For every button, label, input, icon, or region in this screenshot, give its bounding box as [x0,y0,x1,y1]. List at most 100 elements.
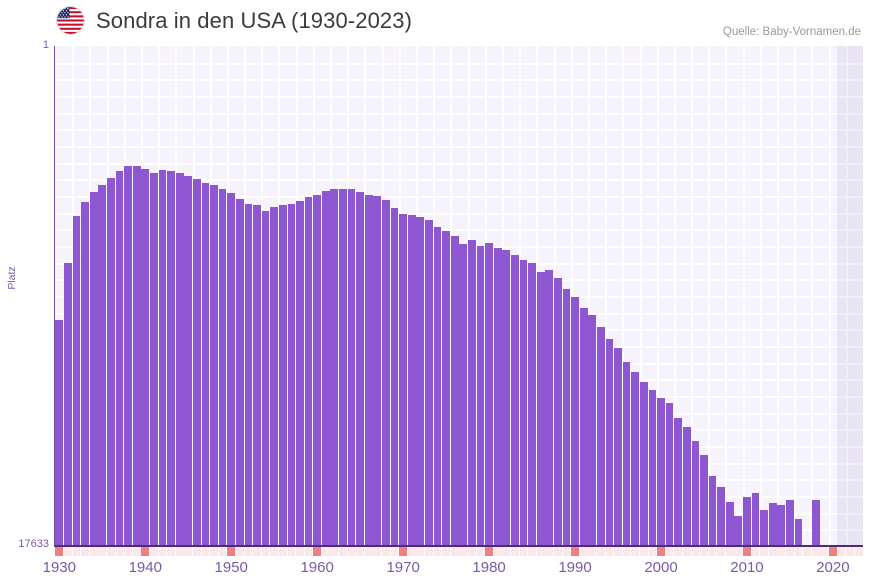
chart-bar[interactable] [648,390,657,546]
chart-bar[interactable] [665,403,674,546]
chart-bar[interactable] [399,214,407,546]
chart-bar[interactable] [605,339,614,546]
chart-bar[interactable] [81,202,89,546]
chart-bar[interactable] [459,244,468,546]
chart-bar[interactable] [158,170,167,546]
chart-bar[interactable] [493,248,502,546]
chart-bar[interactable] [545,270,554,546]
chart-bar[interactable] [330,189,339,546]
x-axis-tick-major [399,547,407,556]
chart-bar[interactable] [725,502,734,546]
chart-bar[interactable] [691,441,700,546]
chart-bar[interactable] [433,227,442,546]
chart-bar[interactable] [536,272,545,546]
chart-bar[interactable] [485,243,493,546]
chart-bar[interactable] [296,201,304,546]
chart-bar[interactable] [210,185,218,546]
chart-bar[interactable] [55,320,64,546]
chart-bar[interactable] [700,455,708,546]
chart-bar[interactable] [218,189,227,546]
chart-bar[interactable] [382,200,390,546]
x-axis-tick-label: 1940 [128,559,162,576]
chart-bar[interactable] [579,308,588,546]
chart-bar[interactable] [502,250,511,546]
chart-bar[interactable] [639,382,648,546]
chart-bar[interactable] [253,205,261,546]
chart-bar[interactable] [657,398,665,546]
chart-bar[interactable] [244,204,253,546]
chart-bar[interactable] [149,173,158,546]
x-axis-tick-label: 1930 [42,559,76,576]
chart-bar[interactable] [347,189,356,546]
chart-bar[interactable] [631,372,640,546]
chart-bar[interactable] [425,220,433,546]
chart-bar[interactable] [476,246,485,546]
chart-bar[interactable] [562,289,571,546]
chart-bar[interactable] [519,260,528,546]
chart-bar[interactable] [777,505,786,546]
chart-bar[interactable] [89,192,98,546]
chart-bar[interactable] [339,189,347,546]
chart-bar[interactable] [743,497,751,546]
chart-bar[interactable] [751,493,760,546]
chart-bar[interactable] [287,204,296,546]
chart-bar[interactable] [674,418,683,546]
chart-bar[interactable] [760,510,768,546]
x-axis-tick-minor [192,547,201,556]
chart-bar[interactable] [596,327,605,546]
chart-bar[interactable] [141,169,150,546]
chart-bar[interactable] [588,315,597,546]
chart-bar[interactable] [270,207,279,546]
chart-bar[interactable] [373,196,382,546]
chart-bar[interactable] [115,171,124,546]
chart-bar[interactable] [708,476,717,546]
chart-bar[interactable] [64,263,72,546]
chart-bar[interactable] [175,173,184,546]
x-axis-tick-major [485,547,493,556]
chart-bar[interactable] [553,278,562,546]
chart-bar[interactable] [468,240,476,546]
chart-bar[interactable] [72,216,81,546]
chart-bar[interactable] [511,255,519,546]
chart-bar[interactable] [786,500,794,546]
chart-bar[interactable] [390,208,399,546]
x-axis-tick-minor [356,547,364,556]
chart-bar[interactable] [768,503,777,546]
x-axis-tick-minor [390,547,399,556]
chart-bar[interactable] [364,195,373,546]
chart-bar[interactable] [682,427,691,546]
chart-bar[interactable] [235,199,244,546]
chart-bar[interactable] [717,487,726,546]
chart-bar[interactable] [132,166,141,546]
chart-bar[interactable] [167,171,175,546]
chart-bar[interactable] [184,176,193,546]
chart-bar[interactable] [407,215,416,546]
chart-bar[interactable] [356,192,364,546]
chart-bar[interactable] [227,193,236,546]
chart-bar[interactable] [201,183,210,546]
chart-bar[interactable] [811,500,820,546]
chart-bar[interactable] [313,195,322,546]
x-axis-tick-minor [768,547,777,556]
chart-bar[interactable] [571,297,579,546]
x-axis-tick-minor [820,547,829,556]
usa-flag-icon [57,7,84,34]
chart-bar[interactable] [278,205,287,546]
chart-bar[interactable] [261,211,270,546]
chart-bar[interactable] [622,362,631,546]
page-title: Sondra in den USA (1930-2023) [96,8,413,33]
chart-bar[interactable] [124,166,132,546]
chart-bar[interactable] [734,516,743,546]
chart-bar[interactable] [192,179,201,546]
chart-bar[interactable] [321,191,330,546]
chart-bar[interactable] [442,231,450,546]
chart-bar[interactable] [528,263,536,546]
x-axis-tick-minor [614,547,622,556]
chart-bar[interactable] [450,236,459,546]
chart-bar[interactable] [614,348,622,546]
chart-bar[interactable] [98,185,107,546]
chart-bar[interactable] [794,519,803,546]
chart-bar[interactable] [107,178,115,546]
chart-bar[interactable] [304,197,313,546]
chart-bar[interactable] [416,217,425,546]
